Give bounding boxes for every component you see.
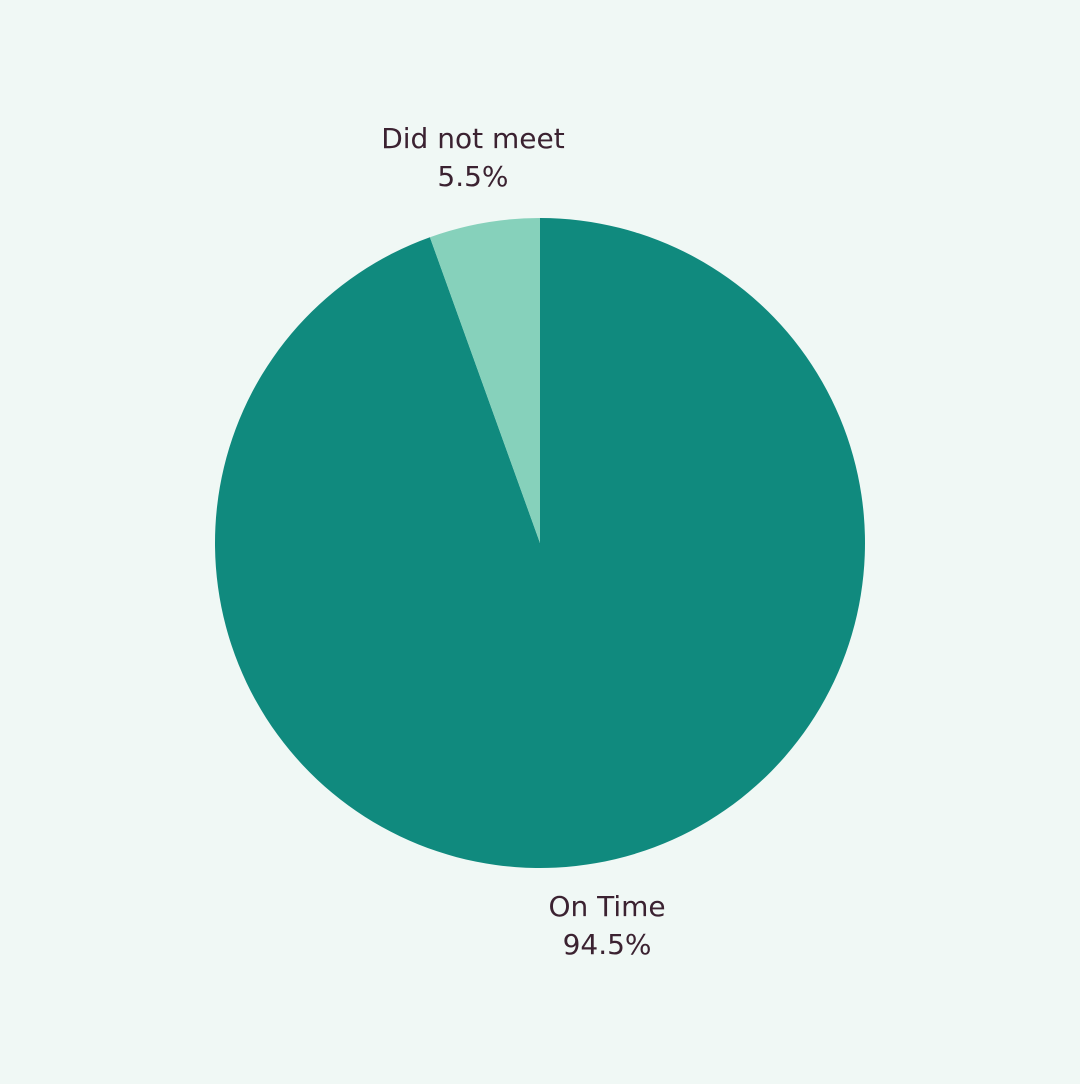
slice-label: Did not meet	[381, 122, 564, 155]
slice-value-label: 5.5%	[437, 160, 508, 193]
pie-slice	[429, 218, 540, 543]
slice-label: On Time	[548, 890, 665, 923]
slice-value-label: 94.5%	[563, 928, 652, 961]
